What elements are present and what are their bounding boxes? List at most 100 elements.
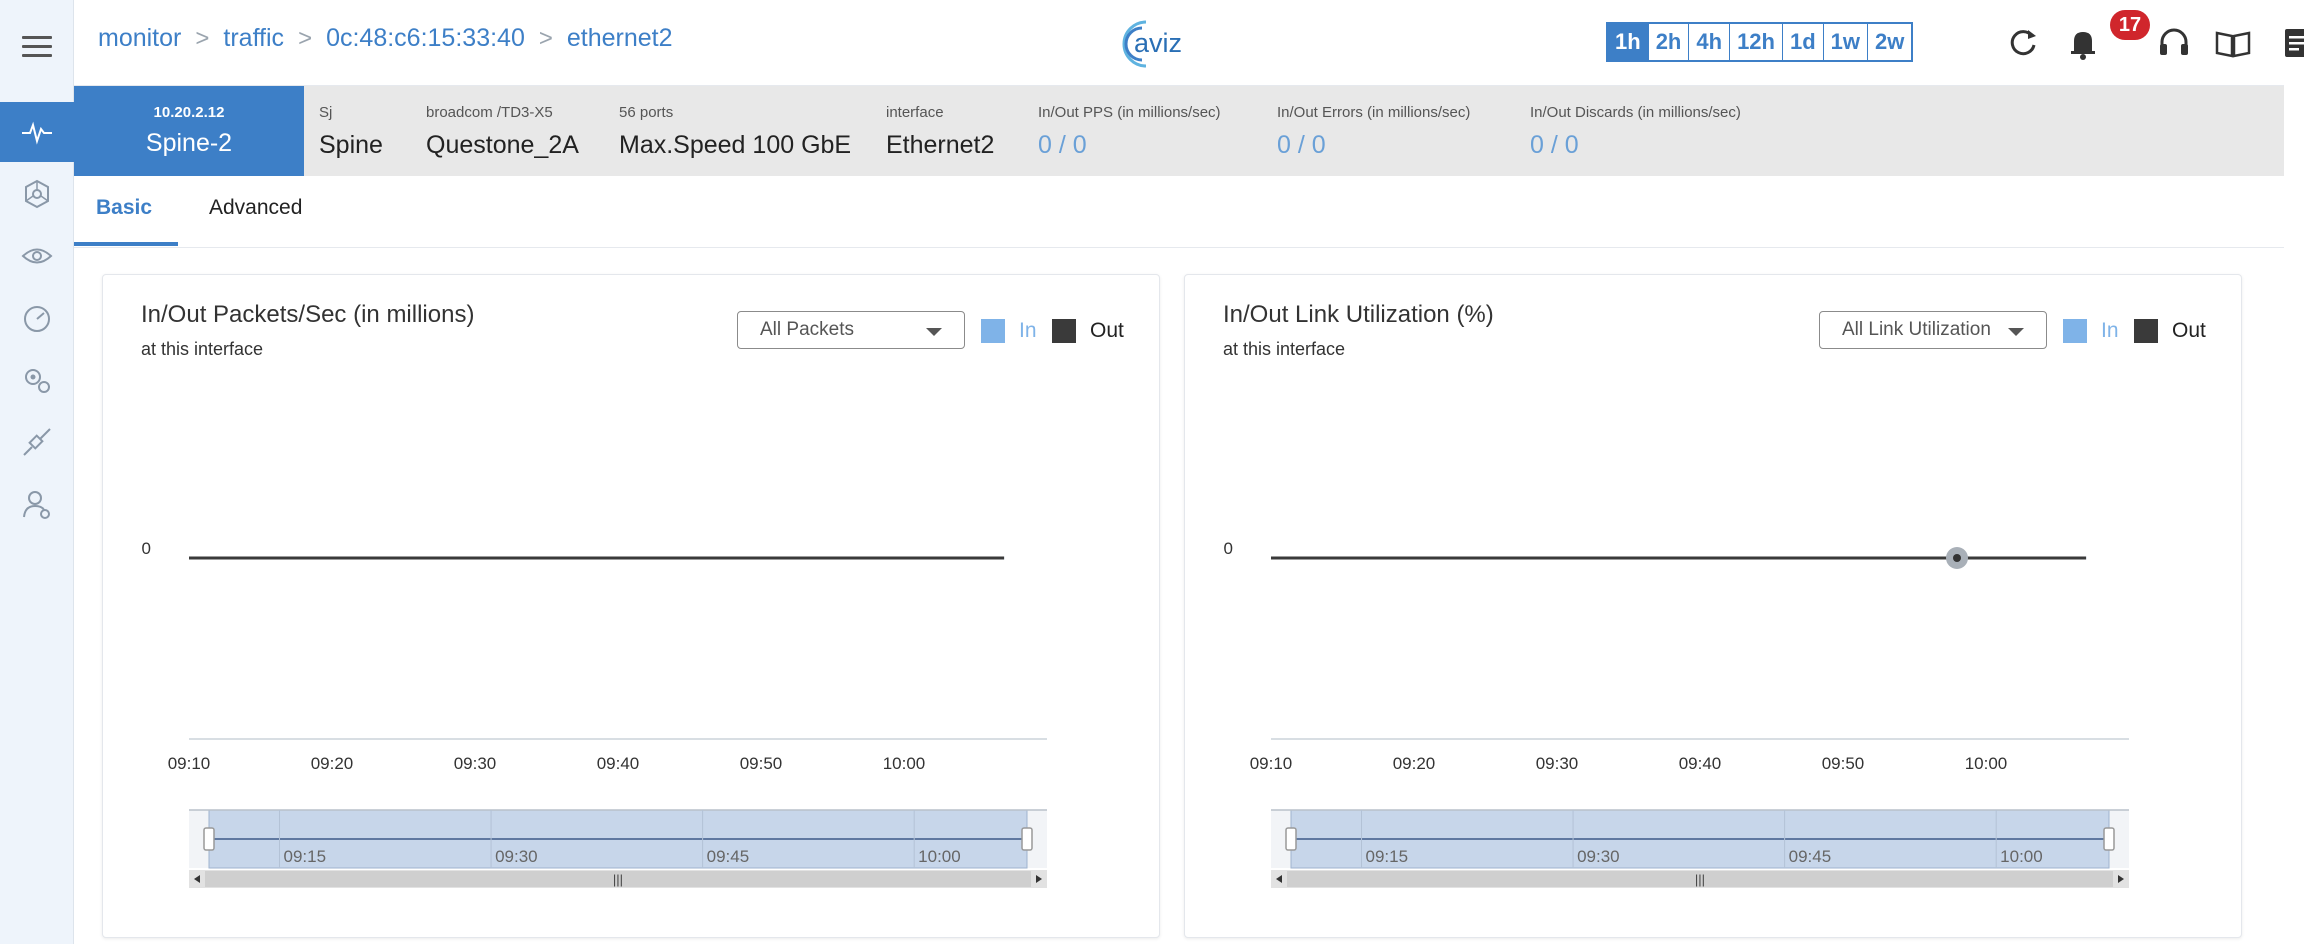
time-range-2w[interactable]: 2w [1868, 24, 1912, 60]
panel-title: In/Out Packets/Sec (in millions) [141, 301, 475, 328]
time-range-1h[interactable]: 1h [1608, 24, 1649, 60]
sidebar-item-dashboard[interactable] [0, 288, 74, 348]
time-range-selector: 1h 2h 4h 12h 1d 1w 2w [1606, 22, 1914, 62]
device-identity: 10.20.2.12 Spine-2 [74, 86, 304, 176]
x-tick-label: 10:00 [883, 754, 926, 773]
tab-basic[interactable]: Basic [96, 196, 153, 219]
device-ip: 10.20.2.12 [153, 104, 225, 121]
time-range-2h[interactable]: 2h [1648, 24, 1690, 60]
legend-out[interactable]: Out [2134, 319, 2206, 343]
y-tick-label: 0 [1224, 539, 1233, 558]
sidebar-item-integrations[interactable] [0, 412, 74, 472]
x-tick-label: 09:50 [740, 754, 783, 773]
device-role: Sj Spine [319, 104, 383, 159]
legend-out[interactable]: Out [1052, 319, 1124, 343]
sidebar-item-visibility[interactable] [0, 226, 74, 286]
notification-badge: 17 [2110, 10, 2150, 40]
x-tick-label: 09:40 [597, 754, 640, 773]
navigator-tick-label: 09:30 [1577, 847, 1620, 866]
gears-icon [25, 369, 50, 393]
navigator-tick-label: 09:45 [1789, 847, 1832, 866]
chevron-right-icon: > [298, 24, 313, 52]
navigator-tick-label: 09:15 [1366, 847, 1409, 866]
device-ports: 56 ports Max.Speed 100 GbE [619, 104, 852, 159]
breadcrumb-traffic[interactable]: traffic [223, 24, 285, 52]
top-header: monitor > traffic > 0c:48:c6:15:33:40 > … [74, 0, 2304, 86]
legend-swatch [1052, 319, 1076, 343]
scrollbar-grip-icon: ||| [1695, 872, 1705, 887]
packet-type-select[interactable]: All Packets [737, 311, 965, 349]
y-tick-label: 0 [142, 539, 151, 558]
gauge-icon [24, 306, 50, 332]
pps-stat: In/Out PPS (in millions/sec) 0 / 0 [1038, 104, 1221, 159]
x-tick-label: 10:00 [1965, 754, 2008, 773]
time-range-4h[interactable]: 4h [1689, 24, 1731, 60]
chart-plot: 0 09:10 09:20 09:30 09:40 09:50 10:00 09:15 09:3… [142, 539, 1047, 888]
legend-swatch [2063, 319, 2087, 343]
legend-in[interactable]: In [981, 319, 1037, 343]
device-platform: broadcom /TD3-X5 Questone_2A [426, 104, 579, 159]
sidebar-item-topology[interactable] [0, 164, 74, 224]
document-icon[interactable] [2278, 24, 2304, 62]
x-tick-label: 09:30 [454, 754, 497, 773]
x-tick-label: 09:30 [1536, 754, 1579, 773]
tab-bar: Basic Advanced [74, 176, 2284, 248]
device-interface: interface Ethernet2 [886, 104, 995, 159]
refresh-icon[interactable] [2004, 24, 2042, 62]
chart-plot: 0 09:10 09:20 09:30 09:40 09:50 10:00 09:15 09:3… [1224, 539, 2129, 888]
navigator-left-handle[interactable] [1285, 827, 1297, 851]
chevron-right-icon: > [195, 24, 210, 52]
scroll-right-arrow-icon[interactable] [1036, 875, 1042, 883]
x-tick-label: 09:20 [1393, 754, 1436, 773]
navigator-tick-label: 10:00 [918, 847, 961, 866]
time-range-1w[interactable]: 1w [1823, 24, 1869, 60]
breadcrumb-interface[interactable]: ethernet2 [566, 24, 673, 52]
navigator-right-handle[interactable] [2103, 827, 2115, 851]
chevron-down-icon [2008, 328, 2024, 336]
sidebar-item-monitor[interactable] [0, 102, 74, 162]
scrollbar-thumb[interactable] [205, 871, 1031, 887]
chevron-down-icon [926, 328, 942, 336]
sidebar [0, 0, 74, 944]
errors-stat: In/Out Errors (in millions/sec) 0 / 0 [1277, 104, 1471, 159]
menu-icon[interactable] [22, 36, 52, 66]
navigator-tick-label: 09:15 [284, 847, 327, 866]
sidebar-item-settings[interactable] [0, 350, 74, 410]
panel-subtitle: at this interface [1223, 339, 1346, 359]
navigator-tick-label: 10:00 [2000, 847, 2043, 866]
utilization-chart-panel: In/Out Link Utilization (%) at this inte… [1184, 274, 2242, 938]
panel-title: In/Out Link Utilization (%) [1223, 301, 1494, 328]
x-tick-label: 09:50 [1822, 754, 1865, 773]
aviz-logo: aviz [1106, 14, 1182, 74]
hover-marker-dot [1953, 554, 1961, 562]
headset-icon[interactable] [2155, 24, 2193, 62]
time-range-1d[interactable]: 1d [1782, 24, 1824, 60]
pulse-icon [22, 121, 52, 145]
scroll-left-arrow-icon[interactable] [194, 875, 200, 883]
bell-icon[interactable] [2064, 24, 2102, 62]
user-settings-icon [23, 491, 50, 519]
packets-chart-panel: In/Out Packets/Sec (in millions) at this… [102, 274, 1160, 938]
scroll-left-arrow-icon[interactable] [1276, 875, 1282, 883]
navigator-tick-label: 09:45 [707, 847, 750, 866]
panel-subtitle: at this interface [141, 339, 264, 359]
navigator-right-handle[interactable] [1021, 827, 1033, 851]
time-range-12h[interactable]: 12h [1730, 24, 1783, 60]
legend-swatch [2134, 319, 2158, 343]
breadcrumb-device[interactable]: 0c:48:c6:15:33:40 [326, 24, 525, 52]
tab-advanced[interactable]: Advanced [209, 196, 303, 219]
utilization-type-select[interactable]: All Link Utilization [1819, 311, 2047, 349]
legend-in[interactable]: In [2063, 319, 2119, 343]
breadcrumb-monitor[interactable]: monitor [98, 24, 182, 52]
sidebar-item-users[interactable] [0, 474, 74, 534]
scrollbar-thumb[interactable] [1287, 871, 2113, 887]
tab-indicator [74, 242, 178, 246]
x-tick-label: 09:40 [1679, 754, 1722, 773]
device-name: Spine-2 [145, 129, 233, 157]
logo-text: aviz [1134, 28, 1183, 58]
book-icon[interactable] [2214, 24, 2252, 62]
scroll-right-arrow-icon[interactable] [2118, 875, 2124, 883]
chevron-right-icon: > [538, 24, 553, 52]
navigator-left-handle[interactable] [203, 827, 215, 851]
eye-icon [21, 248, 53, 264]
